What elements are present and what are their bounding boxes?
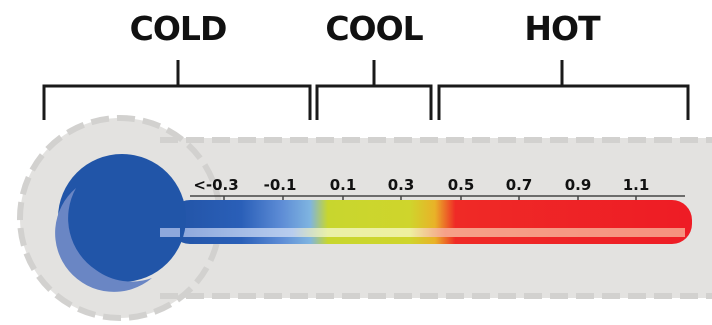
- thermometer-bulb: [55, 154, 186, 292]
- scale-label: 0.5: [448, 176, 475, 194]
- scale-label: 0.3: [388, 176, 415, 194]
- scale: <-0.3 -0.1 0.1 0.3 0.5 0.7 0.9 1.1: [190, 176, 685, 202]
- range-label-cold: COLD: [130, 9, 227, 48]
- bracket-cold: [42, 60, 312, 120]
- bulb-highlight: [55, 188, 153, 292]
- bracket-cool: [315, 60, 433, 120]
- thermometer-tube: [170, 200, 692, 244]
- scale-label: -0.1: [264, 176, 297, 194]
- scale-label: 0.7: [506, 176, 533, 194]
- scale-label: 0.9: [565, 176, 592, 194]
- scale-label: 1.1: [623, 176, 650, 194]
- tube-highlight: [170, 228, 685, 237]
- range-label-cool: COOL: [325, 9, 423, 48]
- bracket-hot: [437, 60, 690, 120]
- scale-label: <-0.3: [193, 176, 238, 194]
- range-label-hot: HOT: [524, 9, 601, 48]
- scale-label: 0.1: [330, 176, 357, 194]
